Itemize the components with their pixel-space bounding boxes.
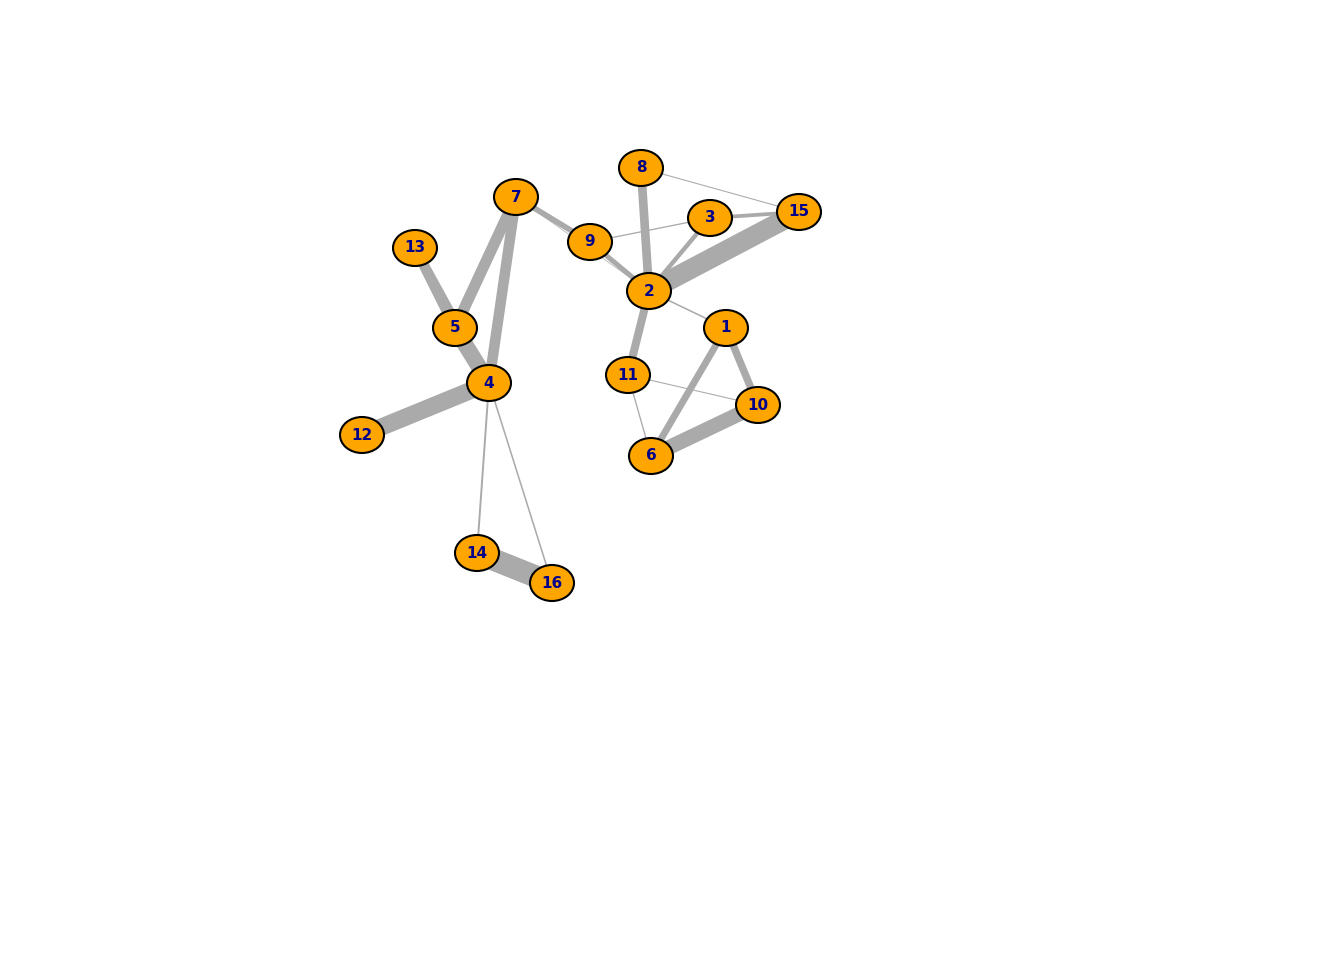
Ellipse shape [569, 224, 612, 260]
Ellipse shape [777, 194, 821, 230]
Ellipse shape [392, 230, 437, 266]
Ellipse shape [629, 438, 673, 474]
Ellipse shape [620, 150, 663, 186]
Text: 9: 9 [585, 234, 595, 250]
Text: 13: 13 [405, 241, 426, 255]
Ellipse shape [340, 417, 384, 453]
Text: 15: 15 [789, 204, 809, 220]
Text: 4: 4 [484, 375, 495, 391]
Text: 1: 1 [720, 321, 731, 335]
Text: 3: 3 [704, 210, 715, 226]
Ellipse shape [628, 273, 671, 309]
Text: 2: 2 [644, 283, 655, 299]
Ellipse shape [495, 179, 538, 215]
Text: 10: 10 [747, 397, 769, 413]
Ellipse shape [688, 200, 732, 236]
Text: 12: 12 [351, 427, 372, 443]
Ellipse shape [433, 310, 477, 346]
Text: 6: 6 [645, 448, 656, 464]
Ellipse shape [466, 365, 511, 401]
Text: 16: 16 [542, 575, 563, 590]
Text: 14: 14 [466, 545, 488, 561]
Ellipse shape [704, 310, 749, 346]
Text: 7: 7 [511, 189, 521, 204]
Ellipse shape [456, 535, 499, 571]
Ellipse shape [530, 565, 574, 601]
Text: 11: 11 [617, 368, 638, 382]
Text: 8: 8 [636, 160, 646, 176]
Ellipse shape [737, 387, 780, 423]
Text: 5: 5 [450, 321, 460, 335]
Ellipse shape [606, 357, 650, 393]
